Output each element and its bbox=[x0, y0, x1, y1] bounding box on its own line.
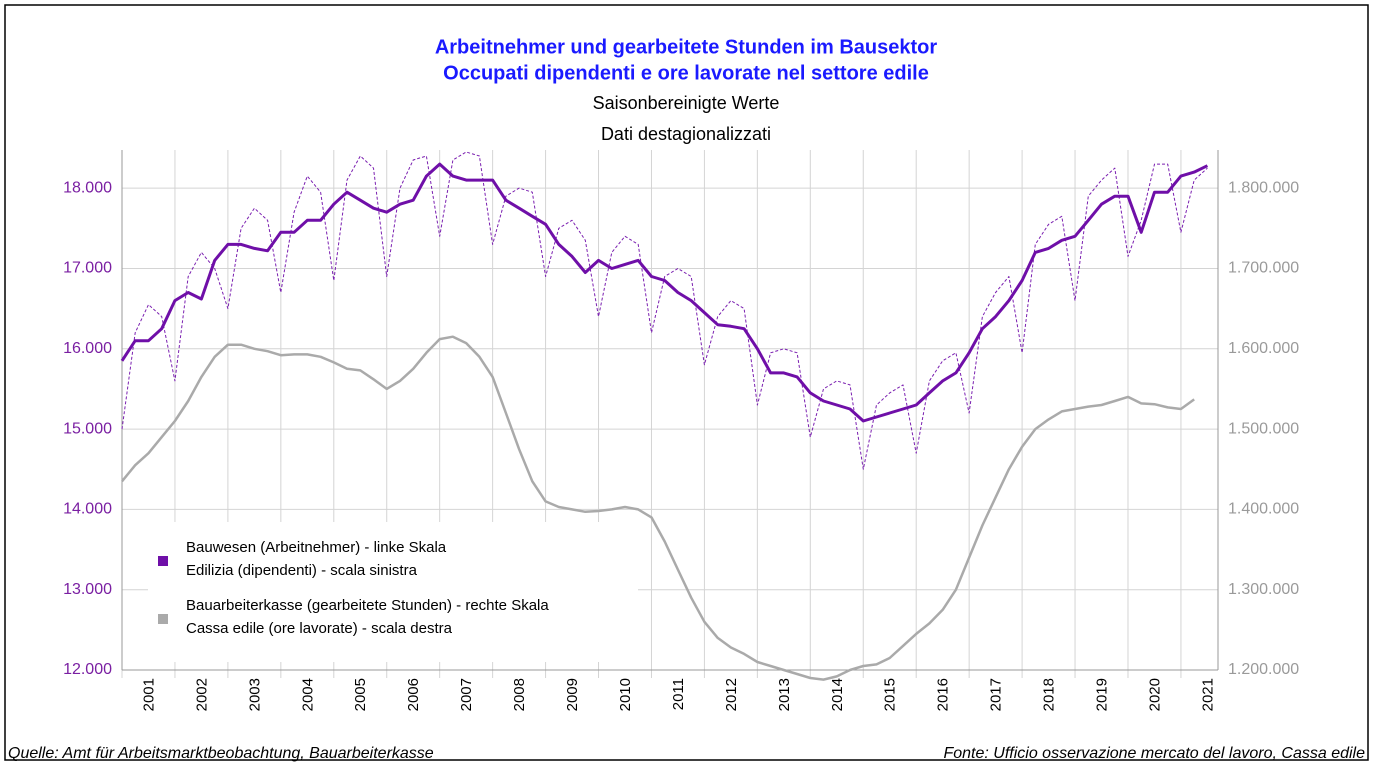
y-tick-label: 17.000 bbox=[63, 260, 112, 277]
legend-label: Bauarbeiterkasse (gearbeitete Stunden) -… bbox=[186, 597, 549, 614]
x-tick-label: 2014 bbox=[829, 678, 846, 711]
x-tick-label: 2015 bbox=[882, 678, 899, 711]
x-tick-label: 2018 bbox=[1041, 678, 1058, 711]
series-line bbox=[121, 335, 1195, 681]
chart-subtitle: Dati destagionalizzati bbox=[601, 124, 771, 144]
y2-tick-label: 1.800.000 bbox=[1228, 179, 1299, 196]
y-tick-label: 14.000 bbox=[63, 501, 112, 518]
y2-tick-label: 1.400.000 bbox=[1228, 501, 1299, 518]
series-line bbox=[121, 151, 1208, 470]
legend-marker bbox=[158, 614, 168, 624]
y2-tick-label: 1.200.000 bbox=[1228, 661, 1299, 678]
x-tick-label: 2010 bbox=[617, 678, 634, 711]
y2-tick-label: 1.600.000 bbox=[1228, 340, 1299, 357]
x-tick-label: 2007 bbox=[458, 678, 475, 711]
x-tick-label: 2001 bbox=[140, 678, 157, 711]
y-tick-label: 16.000 bbox=[63, 340, 112, 357]
x-tick-label: 2006 bbox=[405, 678, 422, 711]
x-tick-label: 2021 bbox=[1199, 678, 1216, 711]
x-tick-label: 2016 bbox=[935, 678, 952, 711]
legend-label: Cassa edile (ore lavorate) - scala destr… bbox=[186, 620, 453, 637]
chart-title: Arbeitnehmer und gearbeitete Stunden im … bbox=[435, 36, 938, 58]
legend-box bbox=[148, 522, 638, 662]
x-tick-label: 2017 bbox=[988, 678, 1005, 711]
y-tick-label: 18.000 bbox=[63, 179, 112, 196]
x-tick-label: 2011 bbox=[670, 678, 687, 710]
y2-tick-label: 1.300.000 bbox=[1228, 581, 1299, 598]
series-line bbox=[120, 162, 1209, 423]
x-tick-label: 2005 bbox=[352, 678, 369, 711]
x-tick-label: 2002 bbox=[193, 678, 210, 711]
x-tick-label: 2009 bbox=[564, 678, 581, 711]
y-tick-label: 12.000 bbox=[63, 661, 112, 678]
source-note: Quelle: Amt für Arbeitsmarktbeobachtung,… bbox=[8, 745, 434, 762]
legend-label: Edilizia (dipendenti) - scala sinistra bbox=[186, 562, 418, 579]
source-note: Fonte: Ufficio osservazione mercato del … bbox=[943, 745, 1365, 762]
legend-marker bbox=[158, 556, 168, 566]
y-tick-label: 15.000 bbox=[63, 420, 112, 437]
chart-title: Occupati dipendenti e ore lavorate nel s… bbox=[443, 62, 929, 84]
y2-tick-label: 1.500.000 bbox=[1228, 420, 1299, 437]
x-tick-label: 2003 bbox=[246, 678, 263, 711]
x-tick-label: 2008 bbox=[511, 678, 528, 711]
legend-label: Bauwesen (Arbeitnehmer) - linke Skala bbox=[186, 539, 447, 556]
x-tick-label: 2004 bbox=[299, 678, 316, 711]
y2-tick-label: 1.700.000 bbox=[1228, 260, 1299, 277]
x-tick-label: 2020 bbox=[1146, 678, 1163, 711]
chart-subtitle: Saisonbereinigte Werte bbox=[593, 93, 780, 113]
y-tick-label: 13.000 bbox=[63, 581, 112, 598]
x-tick-label: 2019 bbox=[1093, 678, 1110, 711]
x-tick-label: 2012 bbox=[723, 678, 740, 711]
x-tick-label: 2013 bbox=[776, 678, 793, 711]
